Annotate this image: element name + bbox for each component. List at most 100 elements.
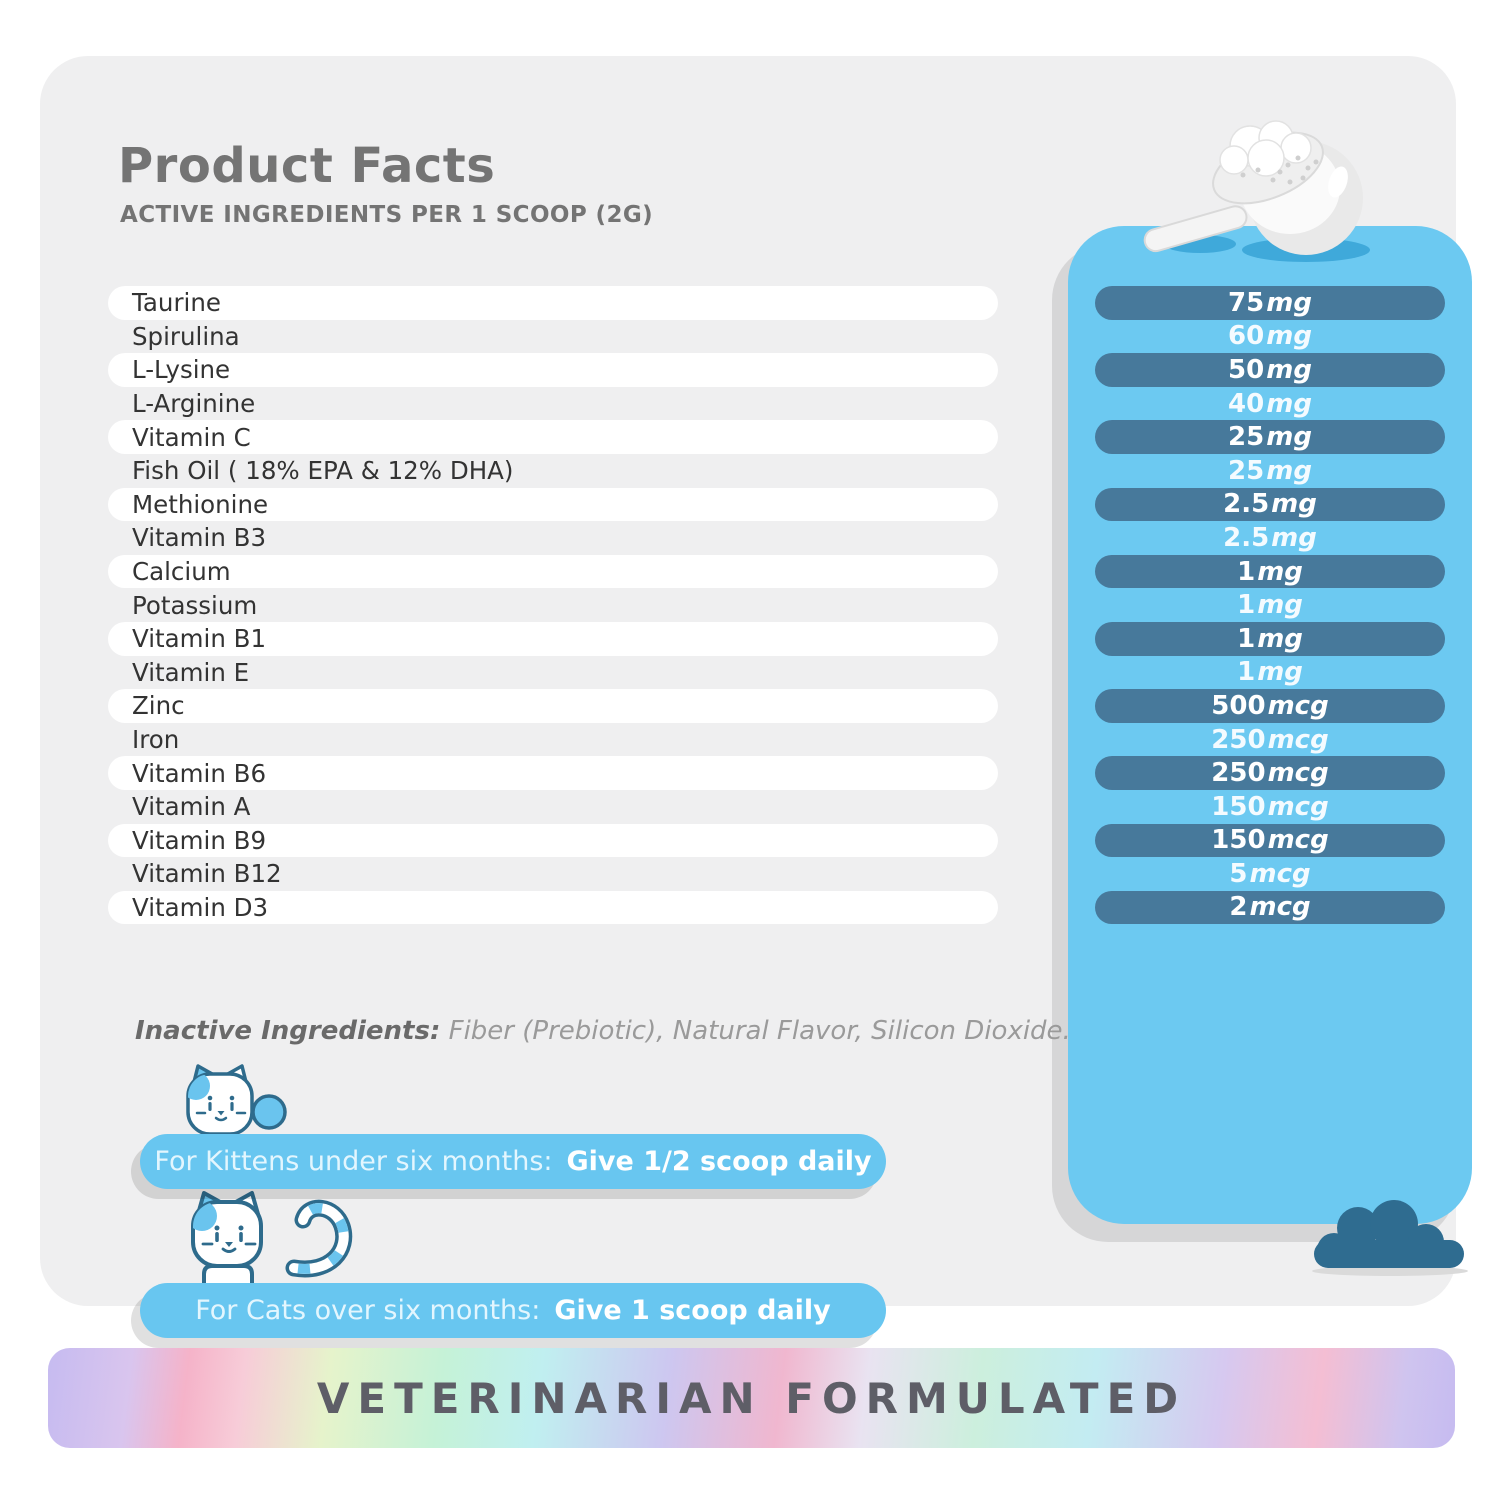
ingredient-name: Vitamin E (132, 657, 250, 687)
ingredient-row: Vitamin C (108, 420, 998, 454)
ingredient-row: L-Arginine (108, 387, 998, 421)
amounts-panel (1068, 226, 1472, 1224)
amount-row: 500 mcg (1095, 689, 1445, 723)
amount-unit: mg (1266, 455, 1312, 486)
ingredient-row: Zinc (108, 689, 998, 723)
ingredient-row: Potassium (108, 588, 998, 622)
ingredient-name: Vitamin A (132, 792, 251, 822)
ingredient-name: Calcium (132, 557, 231, 587)
ingredient-row: Methionine (108, 487, 998, 522)
amount-row: 150 mcg (1095, 790, 1445, 824)
amount-unit: mg (1266, 388, 1312, 419)
amount-unit: mg (1257, 556, 1303, 587)
ingredient-row: Calcium (108, 554, 998, 589)
inactive-ingredients-text: Fiber (Prebiotic), Natural Flavor, Silic… (440, 1016, 1071, 1046)
amount-value: 2.5 (1223, 522, 1270, 553)
amount-unit: mg (1266, 422, 1312, 453)
ingredient-name: Potassium (132, 590, 258, 620)
ingredient-row: Vitamin B1 (108, 621, 998, 656)
amount-row: 250 mcg (1095, 756, 1445, 790)
amount-unit: mg (1271, 489, 1317, 520)
amount-value: 1 (1237, 556, 1256, 587)
inactive-ingredients: Inactive Ingredients: Fiber (Prebiotic),… (135, 1016, 1071, 1046)
amount-row: 25 mg (1095, 420, 1445, 454)
ingredient-name: L-Arginine (132, 389, 256, 419)
amount-value: 5 (1229, 858, 1248, 889)
ingredient-row: Vitamin D3 (108, 890, 998, 925)
amount-row: 2.5 mg (1095, 521, 1445, 555)
amount-unit: mcg (1267, 690, 1329, 721)
kitten-dosage-prefix: For Kittens under six months: (154, 1146, 553, 1177)
ingredient-name: Vitamin C (132, 422, 251, 452)
amount-row: 1 mg (1095, 621, 1445, 656)
amount-row: 1 mg (1095, 588, 1445, 622)
amount-unit: mg (1271, 522, 1317, 553)
amount-unit: mcg (1267, 825, 1329, 856)
amount-value: 2 (1229, 892, 1248, 923)
ingredient-row: Vitamin B9 (108, 823, 998, 858)
ingredient-name: Taurine (132, 288, 221, 318)
amount-row: 1 mg (1095, 656, 1445, 690)
amount-value: 250 (1211, 724, 1266, 755)
amount-value: 150 (1211, 791, 1266, 822)
amount-list: 75 mg 60 mg 50 mg 40 mg 25 mg 25 mg 2.5 mg 2.5 mg 1 mg 1 mg… (1095, 286, 1445, 925)
ingredient-row: Iron (108, 723, 998, 757)
kitten-dosage-instruction: Give 1/2 scoop daily (566, 1146, 872, 1177)
ingredient-name: Vitamin D3 (132, 892, 269, 922)
amount-unit: mcg (1267, 724, 1329, 755)
cat-icon (191, 1191, 353, 1288)
ingredient-row: Taurine (108, 286, 998, 320)
amount-row: 5 mcg (1095, 857, 1445, 891)
ingredient-row: Vitamin B12 (108, 857, 998, 891)
amount-unit: mcg (1249, 858, 1311, 889)
amount-unit: mg (1257, 590, 1303, 621)
ingredient-name: Vitamin B6 (132, 758, 267, 788)
ingredient-name: Vitamin B3 (132, 523, 267, 553)
amount-value: 40 (1228, 388, 1265, 419)
amount-unit: mg (1266, 321, 1312, 352)
amount-unit: mcg (1267, 791, 1329, 822)
ingredient-list: Taurine Spirulina L-Lysine L-Arginine Vitami… (108, 286, 998, 925)
facts-card: Product Facts ACTIVE INGREDIENTS PER 1 S… (40, 56, 1472, 1338)
amount-value: 2.5 (1223, 489, 1270, 520)
ingredient-name: Spirulina (132, 321, 240, 351)
amount-row: 40 mg (1095, 387, 1445, 421)
ingredient-row: Vitamin E (108, 656, 998, 690)
amount-row: 75 mg (1095, 286, 1445, 320)
inactive-ingredients-label: Inactive Ingredients: (135, 1016, 441, 1046)
scoop-icon (1143, 120, 1370, 262)
page-subtitle: ACTIVE INGREDIENTS PER 1 SCOOP (2G) (120, 202, 654, 228)
ingredient-row: L-Lysine (108, 353, 998, 387)
amount-row: 2 mcg (1095, 890, 1445, 925)
amount-value: 1 (1237, 623, 1256, 654)
amount-value: 1 (1237, 590, 1256, 621)
ingredient-name: Vitamin B1 (132, 624, 267, 654)
amount-row: 60 mg (1095, 320, 1445, 354)
page-title: Product Facts (118, 138, 496, 194)
ingredient-row: Vitamin A (108, 790, 998, 824)
cat-dosage-prefix: For Cats over six months: (195, 1295, 541, 1326)
cat-dosage-instruction: Give 1 scoop daily (554, 1295, 831, 1326)
amount-unit: mcg (1267, 758, 1329, 789)
ingredient-name: L-Lysine (132, 355, 231, 385)
amount-value: 150 (1211, 825, 1266, 856)
kitten-icon (186, 1064, 287, 1147)
amount-row: 1 mg (1095, 554, 1445, 589)
amount-value: 60 (1228, 321, 1265, 352)
ingredient-row: Vitamin B6 (108, 756, 998, 790)
amount-unit: mg (1257, 623, 1303, 654)
ingredient-row: Vitamin B3 (108, 521, 998, 555)
ingredient-name: Zinc (132, 691, 185, 721)
ingredient-row: Fish Oil ( 18% EPA & 12% DHA) (108, 454, 998, 488)
ingredient-name: Fish Oil ( 18% EPA & 12% DHA) (132, 456, 514, 486)
holo-banner-text: VETERINARIAN FORMULATED (316, 1373, 1187, 1423)
ingredient-name: Iron (132, 725, 180, 755)
amount-row: 50 mg (1095, 353, 1445, 387)
amount-value: 250 (1211, 758, 1266, 789)
ingredient-row: Spirulina (108, 320, 998, 354)
amount-value: 1 (1237, 657, 1256, 688)
amount-value: 75 (1228, 287, 1265, 318)
ingredient-name: Vitamin B9 (132, 825, 267, 855)
amount-row: 150 mcg (1095, 823, 1445, 858)
